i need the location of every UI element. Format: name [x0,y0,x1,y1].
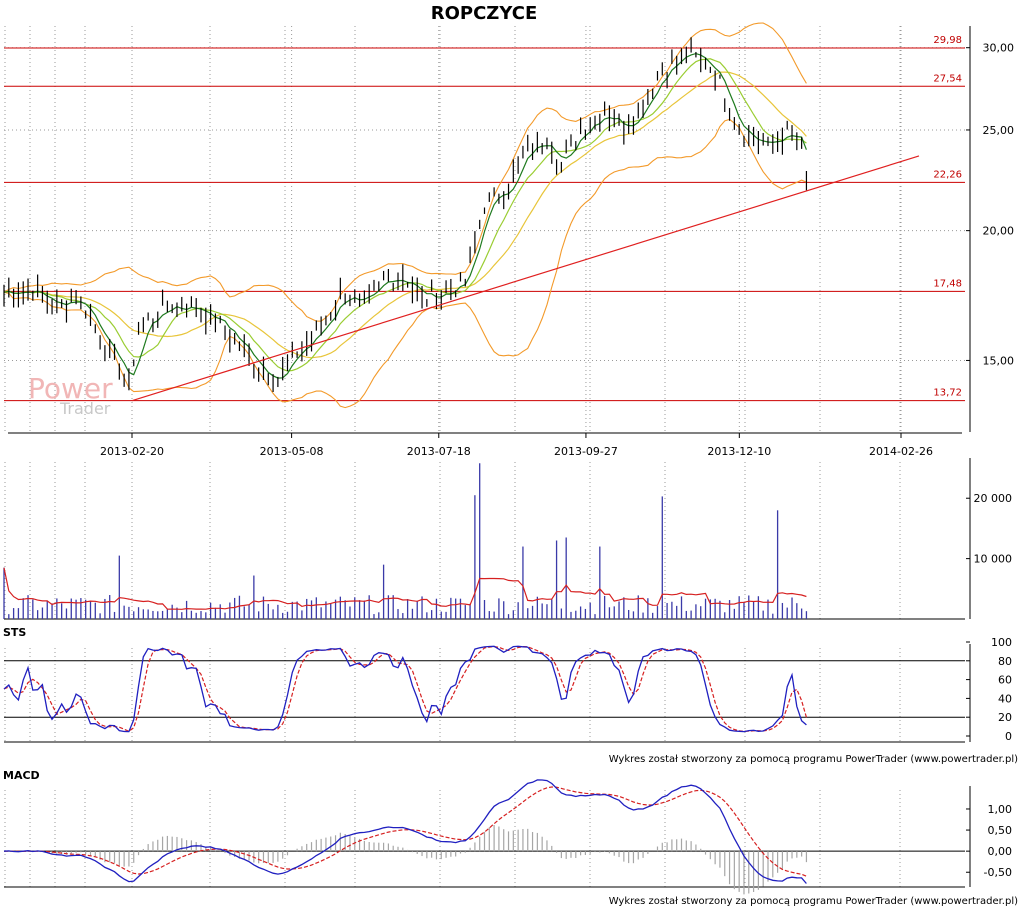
date-tick-label: 2013-02-20 [100,445,164,458]
macd-grid [4,790,965,888]
price-grid [4,26,965,432]
panel-tick-label: 20 000 [974,492,1013,505]
ma-medium-line [3,58,807,372]
panel-tick-label: 60 [998,674,1012,687]
level-label: 17,48 [933,278,962,289]
sts-main-line [3,645,807,733]
moving-averages [3,52,807,379]
volume-axis: 10 000 20 000 [966,458,1012,619]
date-tick-label: 2014-02-26 [869,445,933,458]
panel-tick-label: 80 [998,655,1012,668]
date-axis: 2013-02-20 2013-05-08 2013-07-18 2013-09-27… [8,432,962,458]
macd-axis: -0,50 0,00 0,50 1,00 [966,786,1012,887]
price-tick-label: 25,00 [983,124,1015,137]
chart-title: ROPCZYCE [431,3,538,24]
level-label: 27,54 [933,73,962,84]
horizontal-levels: 29,98 27,54 22,26 17,48 13,72 [4,35,965,402]
level-label: 22,26 [933,169,962,180]
macd-histogram [8,825,808,895]
sts-axis: 0 20 40 60 80 100 [966,636,1012,743]
bollinger-lower [3,118,807,409]
date-tick-label: 2013-07-18 [407,445,471,458]
panel-tick-label: 40 [998,692,1012,705]
sts-grid [4,648,965,743]
credit-text-2: Wykres został stworzony za pomocą progra… [609,896,1018,907]
panel-tick-label: 100 [991,636,1012,649]
ma-fast-line [3,52,807,379]
panel-tick-label: 1,00 [988,803,1013,816]
watermark-power: Power [28,372,113,405]
date-tick-label: 2013-09-27 [554,445,618,458]
volume-grid [4,462,965,620]
macd-signal-line [3,786,807,877]
ma-slow-line [3,71,807,359]
macd-main-line [3,779,807,884]
panel-tick-label: 0 [1005,730,1012,743]
level-label: 13,72 [933,388,962,399]
bollinger-bands [3,22,807,409]
price-bars [3,37,808,392]
watermark-trader: Trader [59,399,111,418]
panel-tick-label: 10 000 [974,553,1013,566]
sts-signal-line [3,645,807,732]
panel-tick-label: -0,50 [984,866,1012,879]
panel-tick-label: 0,00 [988,845,1013,858]
price-axis: 15,00 20,00 25,00 30,00 [966,26,1014,432]
macd-panel-label: MACD [3,769,40,782]
price-tick-label: 30,00 [983,42,1015,55]
date-tick-label: 2013-05-08 [260,445,324,458]
volume-average-line [3,567,807,610]
trend-line [131,155,920,402]
panel-tick-label: 0,50 [988,824,1013,837]
bollinger-upper [3,22,807,322]
credit-text: Wykres został stworzony za pomocą progra… [609,754,1018,765]
sts-panel-label: STS [3,626,26,639]
volume-bars [3,463,808,619]
price-tick-label: 20,00 [983,225,1015,238]
panel-tick-label: 20 [998,711,1012,724]
date-tick-label: 2013-12-10 [707,445,771,458]
price-tick-label: 15,00 [983,354,1015,367]
level-label: 29,98 [933,35,962,46]
